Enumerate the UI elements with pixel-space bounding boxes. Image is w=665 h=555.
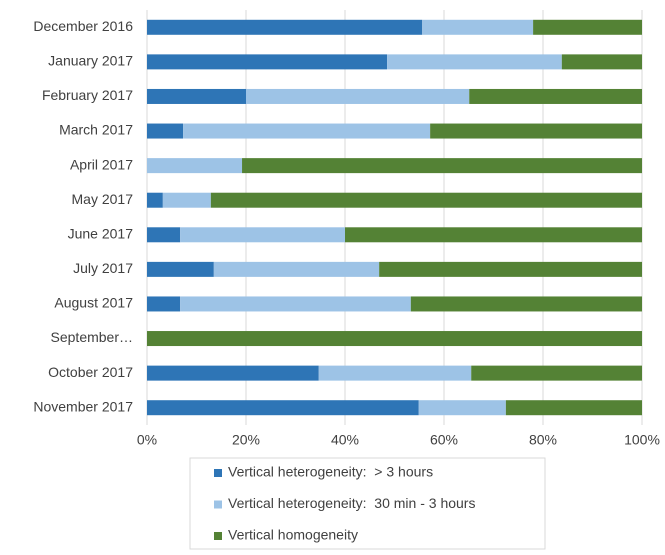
y-tick-label: March 2017 — [59, 122, 133, 138]
bar-segment — [183, 123, 431, 139]
bar-segment — [213, 261, 380, 277]
bar-segment — [469, 88, 642, 104]
bar-segment — [345, 227, 642, 243]
bar-segment — [430, 123, 642, 139]
y-tick-label: August 2017 — [54, 295, 133, 311]
bar-segment — [418, 400, 506, 416]
x-tick-label: 100% — [624, 432, 660, 448]
y-tick-label: September… — [51, 329, 133, 345]
bar-segment — [210, 192, 643, 208]
legend-swatch — [214, 469, 222, 477]
y-tick-label: January 2017 — [48, 53, 133, 69]
bar-segment — [318, 365, 472, 381]
x-tick-label: 40% — [331, 432, 359, 448]
bar-segment — [246, 88, 470, 104]
bar-segment — [147, 123, 184, 139]
y-tick-label: July 2017 — [73, 260, 133, 276]
bar-segment — [147, 88, 246, 104]
bar-segment — [471, 365, 642, 381]
y-tick-label: February 2017 — [42, 87, 133, 103]
bar-segment — [242, 158, 643, 174]
y-tick-label: April 2017 — [70, 156, 133, 172]
legend-label: Vertical homogeneity — [228, 527, 358, 543]
bar-segment — [147, 400, 419, 416]
bar-segment — [505, 400, 642, 416]
bar-segment — [180, 296, 411, 312]
legend-label: Vertical heterogeneity: 30 min - 3 hours — [228, 495, 475, 511]
bar-segment — [561, 54, 642, 70]
bar-segment — [147, 192, 163, 208]
bar-segment — [147, 54, 388, 70]
bar-segment — [180, 227, 345, 243]
bar-segment — [147, 158, 243, 174]
bar-segment — [422, 19, 534, 35]
bar-segment — [147, 261, 214, 277]
legend-box — [189, 457, 546, 550]
bar-segment — [533, 19, 642, 35]
x-tick-label: 80% — [529, 432, 557, 448]
x-tick-label: 60% — [430, 432, 458, 448]
y-tick-label: November 2017 — [33, 398, 133, 414]
bar-segment — [379, 261, 642, 277]
bar-segment — [162, 192, 211, 208]
y-tick-label: October 2017 — [48, 364, 133, 380]
legend-label: Vertical heterogeneity: > 3 hours — [228, 464, 433, 480]
y-tick-label: June 2017 — [68, 225, 134, 241]
bar-segment — [410, 296, 642, 312]
legend-swatch — [214, 500, 222, 509]
bar-segment — [387, 54, 562, 70]
bar-segment — [147, 19, 423, 35]
bar-segment — [147, 365, 319, 381]
bar-segment — [147, 296, 181, 312]
x-tick-label: 20% — [232, 432, 260, 448]
y-tick-label: May 2017 — [72, 191, 134, 207]
legend-swatch — [214, 532, 222, 540]
bar-segment — [147, 227, 181, 243]
x-tick-label: 0% — [137, 432, 157, 448]
bar-segment — [147, 331, 642, 347]
y-tick-label: December 2016 — [33, 18, 133, 34]
